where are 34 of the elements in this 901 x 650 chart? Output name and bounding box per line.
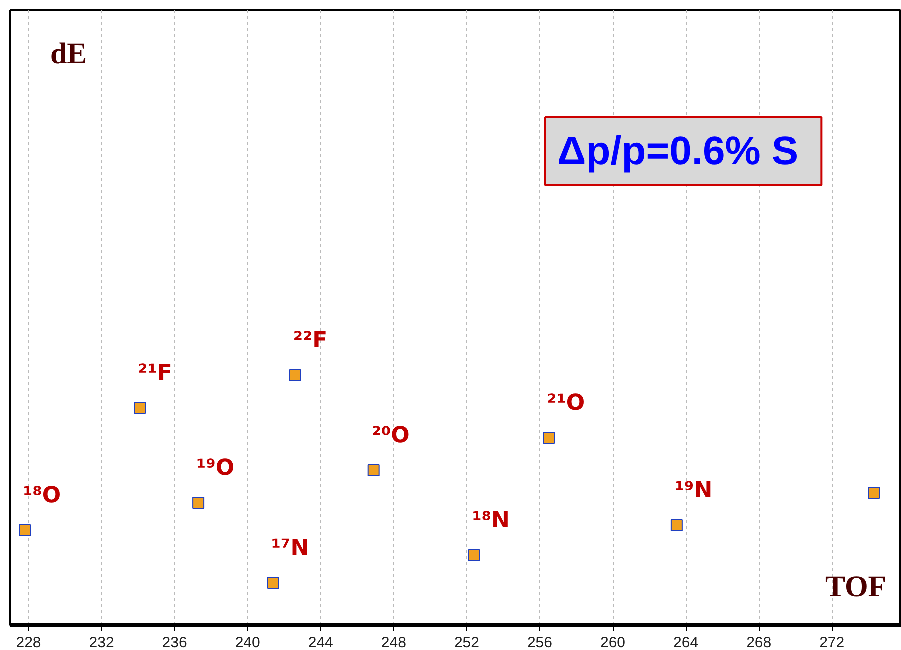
annotation: ¹⁸N [472, 508, 510, 534]
x-tick-label: 260 [600, 634, 626, 650]
x-tick-label: 236 [162, 634, 188, 650]
annotation: TOF [826, 570, 887, 604]
x-tick-label: 240 [235, 634, 260, 650]
annotation: ²⁰O [372, 424, 410, 448]
text: Δp/p=0.6% S [558, 130, 799, 174]
x-tick-label: 244 [308, 634, 334, 650]
annotation: ²²F [293, 328, 328, 354]
annotation: ²¹O [547, 391, 586, 416]
point [868, 487, 880, 499]
annotation: ¹⁷N [271, 536, 310, 561]
point [670, 520, 683, 532]
text: dE [50, 38, 88, 70]
point [134, 402, 146, 414]
point [289, 370, 302, 382]
x-tick-label: 272 [820, 634, 845, 650]
point [543, 432, 556, 444]
point [19, 524, 32, 536]
point [192, 497, 205, 509]
point [368, 464, 380, 476]
x-tick-label: 252 [454, 634, 480, 650]
x-tick-label: 232 [89, 634, 114, 650]
annotation: ¹⁹N [674, 478, 713, 504]
x-tick-label: 264 [674, 634, 699, 650]
point [267, 577, 280, 589]
point [468, 550, 480, 562]
x-tick-label: 228 [16, 634, 42, 650]
annotation: ²¹F [138, 361, 172, 386]
annotation: ¹⁸O [23, 484, 62, 508]
x-tick-label: 248 [381, 634, 406, 650]
annotation: ¹⁹O [196, 456, 235, 481]
x-tick-label: 256 [527, 634, 553, 650]
x-tick-label: 268 [746, 634, 772, 650]
